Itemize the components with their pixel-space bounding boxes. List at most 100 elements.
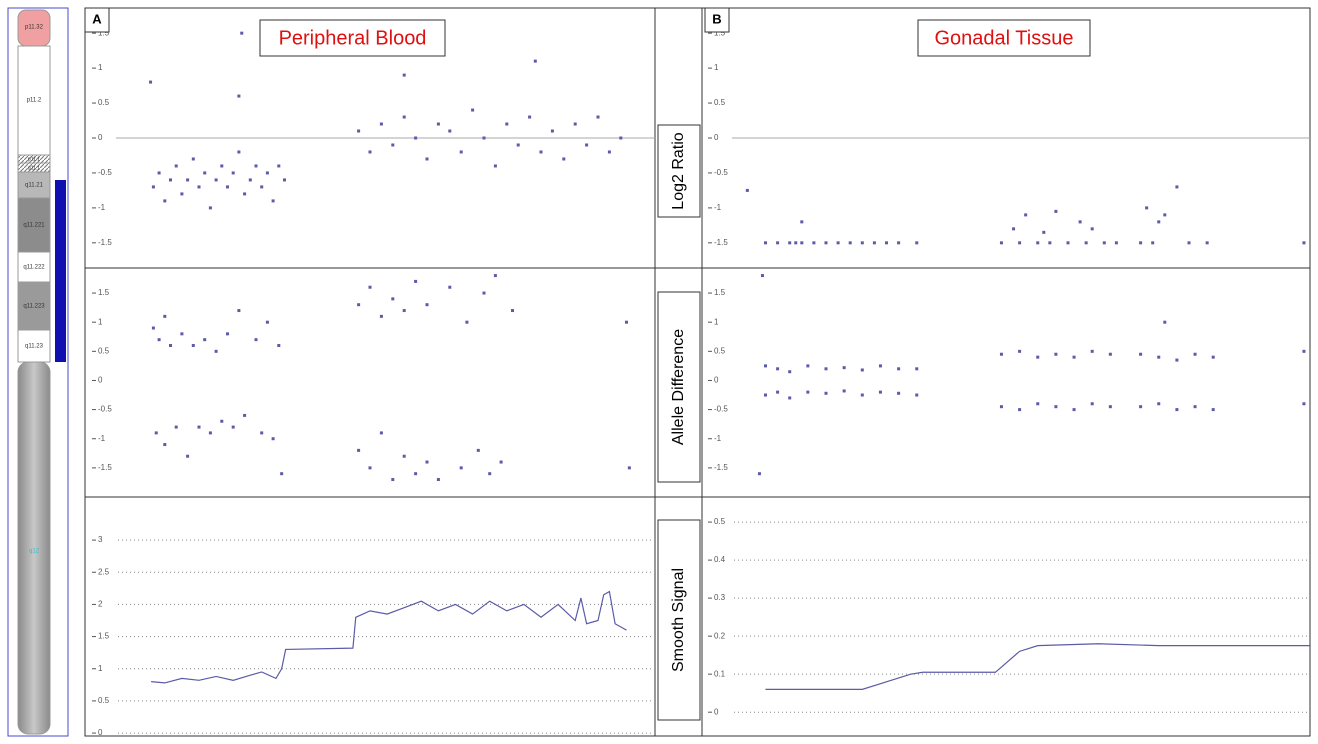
- y-tick-label: 0.5: [714, 98, 726, 107]
- y-tick-label: -1: [714, 434, 722, 443]
- point: [154, 431, 158, 435]
- point: [180, 332, 184, 336]
- point: [596, 115, 600, 119]
- point: [163, 199, 167, 203]
- y-tick-label: 0: [714, 376, 719, 385]
- y-tick-label: 1.5: [98, 28, 110, 37]
- point: [1108, 405, 1112, 409]
- point: [436, 122, 440, 126]
- row-label-box: [657, 124, 701, 218]
- point: [562, 157, 566, 161]
- point: [999, 405, 1003, 409]
- point: [488, 472, 492, 476]
- point: [260, 431, 264, 435]
- y-tick-label: -1.5: [714, 238, 728, 247]
- panel-label: A: [92, 11, 102, 26]
- point: [528, 115, 532, 119]
- point: [1151, 241, 1155, 245]
- point: [157, 338, 161, 342]
- point: [425, 157, 429, 161]
- band-label: q11.221: [23, 223, 45, 229]
- band-label: p11.2: [27, 98, 42, 104]
- point: [379, 431, 383, 435]
- point: [533, 59, 537, 63]
- point: [1187, 241, 1191, 245]
- title-box: [917, 19, 1091, 57]
- ideogram: p11.32 p11.2 p11.1 q11.1 q11.21 q11.221 …: [7, 7, 69, 737]
- point: [872, 241, 876, 245]
- point: [1036, 241, 1040, 245]
- point: [357, 303, 361, 307]
- point: [1102, 241, 1106, 245]
- point: [812, 241, 816, 245]
- point: [1302, 402, 1306, 406]
- point: [476, 448, 480, 452]
- panel-label-box: [704, 7, 730, 33]
- point: [254, 164, 258, 168]
- y-tick-label: 1: [98, 317, 103, 326]
- point: [800, 220, 804, 224]
- point: [1084, 241, 1088, 245]
- row-label-box: [657, 291, 701, 483]
- point: [806, 390, 810, 394]
- point: [482, 291, 486, 295]
- point: [240, 31, 244, 35]
- point: [824, 391, 828, 395]
- band: [17, 281, 51, 331]
- band: [17, 45, 51, 156]
- point: [357, 129, 361, 133]
- point: [1157, 402, 1161, 406]
- point: [1078, 220, 1082, 224]
- y-tick-label: 3: [98, 535, 103, 544]
- point: [788, 241, 792, 245]
- y-tick-label: 0.5: [98, 98, 110, 107]
- point: [436, 478, 440, 482]
- point: [243, 413, 247, 417]
- point: [203, 338, 207, 342]
- point: [271, 437, 275, 441]
- point: [197, 425, 201, 429]
- y-tick-label: 1: [98, 63, 103, 72]
- point: [842, 366, 846, 370]
- point: [1175, 408, 1179, 412]
- point: [836, 241, 840, 245]
- row-label: Log2 Ratio: [670, 132, 687, 209]
- point: [776, 390, 780, 394]
- point: [788, 370, 792, 374]
- point: [149, 80, 153, 84]
- point: [897, 241, 901, 245]
- y-tick-label: 0: [98, 728, 103, 737]
- point: [573, 122, 577, 126]
- y-tick-label: 0.5: [714, 517, 726, 526]
- point: [1175, 185, 1179, 189]
- y-tick-label: 1: [98, 664, 103, 673]
- point: [163, 314, 167, 318]
- point: [1018, 241, 1022, 245]
- y-tick-label: 1.5: [98, 288, 110, 297]
- point: [1036, 355, 1040, 359]
- panel-label-box: [84, 7, 110, 33]
- point: [1072, 355, 1076, 359]
- point: [824, 241, 828, 245]
- point: [999, 352, 1003, 356]
- point: [163, 443, 167, 447]
- point: [214, 178, 218, 182]
- point: [191, 343, 195, 347]
- point: [1157, 355, 1161, 359]
- point: [243, 192, 247, 196]
- y-tick-label: -1: [714, 203, 722, 212]
- point: [448, 285, 452, 289]
- point: [459, 150, 463, 154]
- y-tick-label: 1.5: [714, 28, 726, 37]
- point: [505, 122, 509, 126]
- point: [465, 320, 469, 324]
- point: [1024, 213, 1028, 217]
- point: [265, 171, 269, 175]
- point: [885, 241, 888, 245]
- band-label: p11.1: [28, 156, 40, 162]
- row-label-box: [657, 519, 701, 721]
- point: [237, 150, 241, 154]
- point: [226, 332, 229, 336]
- point: [471, 108, 475, 112]
